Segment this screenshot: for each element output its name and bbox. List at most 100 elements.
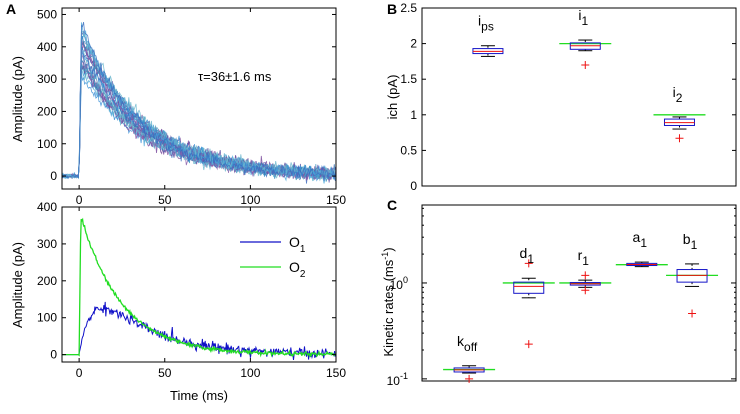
c-ytick-label-exp: -1: [400, 371, 408, 381]
a-top-xtick-label: 150: [326, 193, 346, 207]
a-top-trace: [61, 22, 336, 181]
a-top-axes-box: [61, 7, 337, 190]
panel-a-top-chart: 0 50 100 150 0 100 200 300 400 500 Amplitude (pA)…: [10, 7, 346, 207]
a-bottom-series-o2: [62, 217, 336, 359]
a-bottom-xtick-label: 50: [158, 366, 172, 380]
c-koff-outlier: [465, 374, 474, 383]
a-bottom-ytick-label: 200: [37, 274, 57, 288]
c-b1-label-sub: 1: [691, 238, 698, 252]
b-ips-label-base: i: [478, 13, 481, 29]
c-a1-label: a1: [633, 229, 648, 250]
b-ytick-label: 1: [410, 108, 417, 122]
c-a1-label-sub: 1: [640, 236, 647, 250]
b-i1-label-sub: 1: [581, 14, 588, 28]
c-r1-label-base: r: [578, 247, 583, 263]
a-bottom-series-o1: [62, 301, 336, 361]
panel-label-a: A: [6, 1, 16, 17]
c-b1-label: b1: [683, 231, 698, 252]
panel-label-c: C: [387, 197, 397, 213]
a-top-trace: [61, 30, 336, 179]
a-bottom-ylabel: Amplitude (pA): [10, 242, 25, 328]
c-r1-label-sub: 1: [582, 254, 589, 268]
a-top-traces: [61, 22, 336, 184]
c-d1-box: [513, 281, 545, 294]
a-bottom-ytick-label: 300: [37, 237, 57, 251]
b-ticks: 0 0.5 1 1.5 2 2.5: [400, 1, 736, 193]
c-r1-outlier: [581, 271, 590, 280]
c-ytick-label: 10-1: [387, 371, 408, 388]
c-axes-box: [421, 204, 737, 382]
c-d1-label-base: d: [520, 245, 528, 261]
b-ytick-label: 2: [410, 37, 417, 51]
b-ytick-label: 2.5: [400, 1, 417, 15]
a-top-ticks: 0 50 100 150 0 100 200 300 400 500: [37, 7, 346, 207]
a-top-ytick-label: 300: [37, 72, 57, 86]
b-i2-label: i2: [673, 84, 683, 105]
b-ytick-label: 0: [410, 179, 417, 193]
c-ylabel: Kinetic rates (ms-1): [380, 247, 396, 356]
legend-label-base: O: [289, 259, 300, 275]
a-bottom-xtick-label: 100: [240, 366, 260, 380]
a-top-xtick-label: 50: [158, 193, 172, 207]
legend-label-sub: 1: [300, 244, 306, 255]
a-top-xtick-label: 100: [240, 193, 260, 207]
a-bottom-ytick-label: 100: [37, 311, 57, 325]
c-r1-outlier: [581, 286, 590, 295]
a-bottom-legend: O1 O2: [240, 234, 306, 280]
a-top-tau-annotation: τ=36±1.6 ms: [198, 69, 272, 84]
legend-label-o1: O1: [289, 234, 306, 255]
legend-label-sub: 2: [300, 269, 306, 280]
a-bottom-xlabel: Time (ms): [170, 388, 228, 403]
b-i2-label-sub: 2: [676, 91, 683, 105]
b-axes-box: [421, 7, 737, 187]
a-top-ylabel: Amplitude (pA): [10, 56, 25, 142]
a-bottom-xtick-label: 150: [326, 366, 346, 380]
c-ytick-label-base: 10: [387, 374, 401, 388]
c-d1-label: d1: [520, 245, 535, 266]
c-d1-outlier: [524, 340, 533, 349]
c-ylabel-tail: ): [381, 247, 396, 251]
a-top-xtick-label: 0: [76, 193, 83, 207]
panel-label-b: B: [387, 1, 397, 17]
legend-label-o2: O2: [289, 259, 306, 280]
c-a1-label-base: a: [633, 229, 641, 245]
c-koff-label-sub: off: [464, 340, 478, 354]
c-ytick-label-exp: 0: [403, 275, 408, 285]
a-top-ytick-label: 400: [37, 40, 57, 54]
panel-a-bottom-chart: 0 50 100 150 0 100 200 300 400 Amplitude (pA) Ti…: [10, 200, 346, 403]
a-top-ytick-label: 500: [37, 7, 57, 21]
c-ytick-label: 100: [390, 275, 408, 292]
c-koff-label-base: k: [457, 333, 465, 349]
a-bottom-ticks: 0 50 100 150 0 100 200 300 400: [37, 200, 346, 380]
a-bottom-ytick-label: 400: [37, 200, 57, 214]
c-b1-outlier: [688, 309, 697, 318]
b-ytick-label: 0.5: [400, 143, 417, 157]
a-top-ytick-label: 0: [50, 169, 57, 183]
b-ytick-label: 1.5: [400, 72, 417, 86]
a-top-ytick-label: 100: [37, 137, 57, 151]
a-bottom-axes-box: [61, 206, 337, 363]
a-top-ytick-label: 200: [37, 104, 57, 118]
c-d1-outlier: [524, 259, 533, 268]
a-bottom-xtick-label: 0: [76, 366, 83, 380]
a-bottom-series: [62, 217, 336, 361]
b-i2-outlier: [675, 134, 684, 143]
c-ylabel-main: Kinetic rates (ms: [381, 259, 396, 356]
b-i1-label-base: i: [578, 7, 581, 23]
a-bottom-ytick-label: 0: [50, 348, 57, 362]
b-i2-label-base: i: [673, 84, 676, 100]
b-i1-label: i1: [578, 7, 588, 28]
b-i1-outlier: [581, 60, 590, 69]
c-r1-label: r1: [578, 247, 590, 268]
c-ylabel-sup: -1: [380, 252, 390, 260]
b-ylabel: ich (pA): [385, 75, 400, 120]
c-b1-label-base: b: [683, 231, 691, 247]
b-ips-label-sub: ps: [481, 20, 494, 34]
c-ytick-label-base: 10: [390, 278, 404, 292]
b-ips-label: ips: [478, 13, 494, 34]
